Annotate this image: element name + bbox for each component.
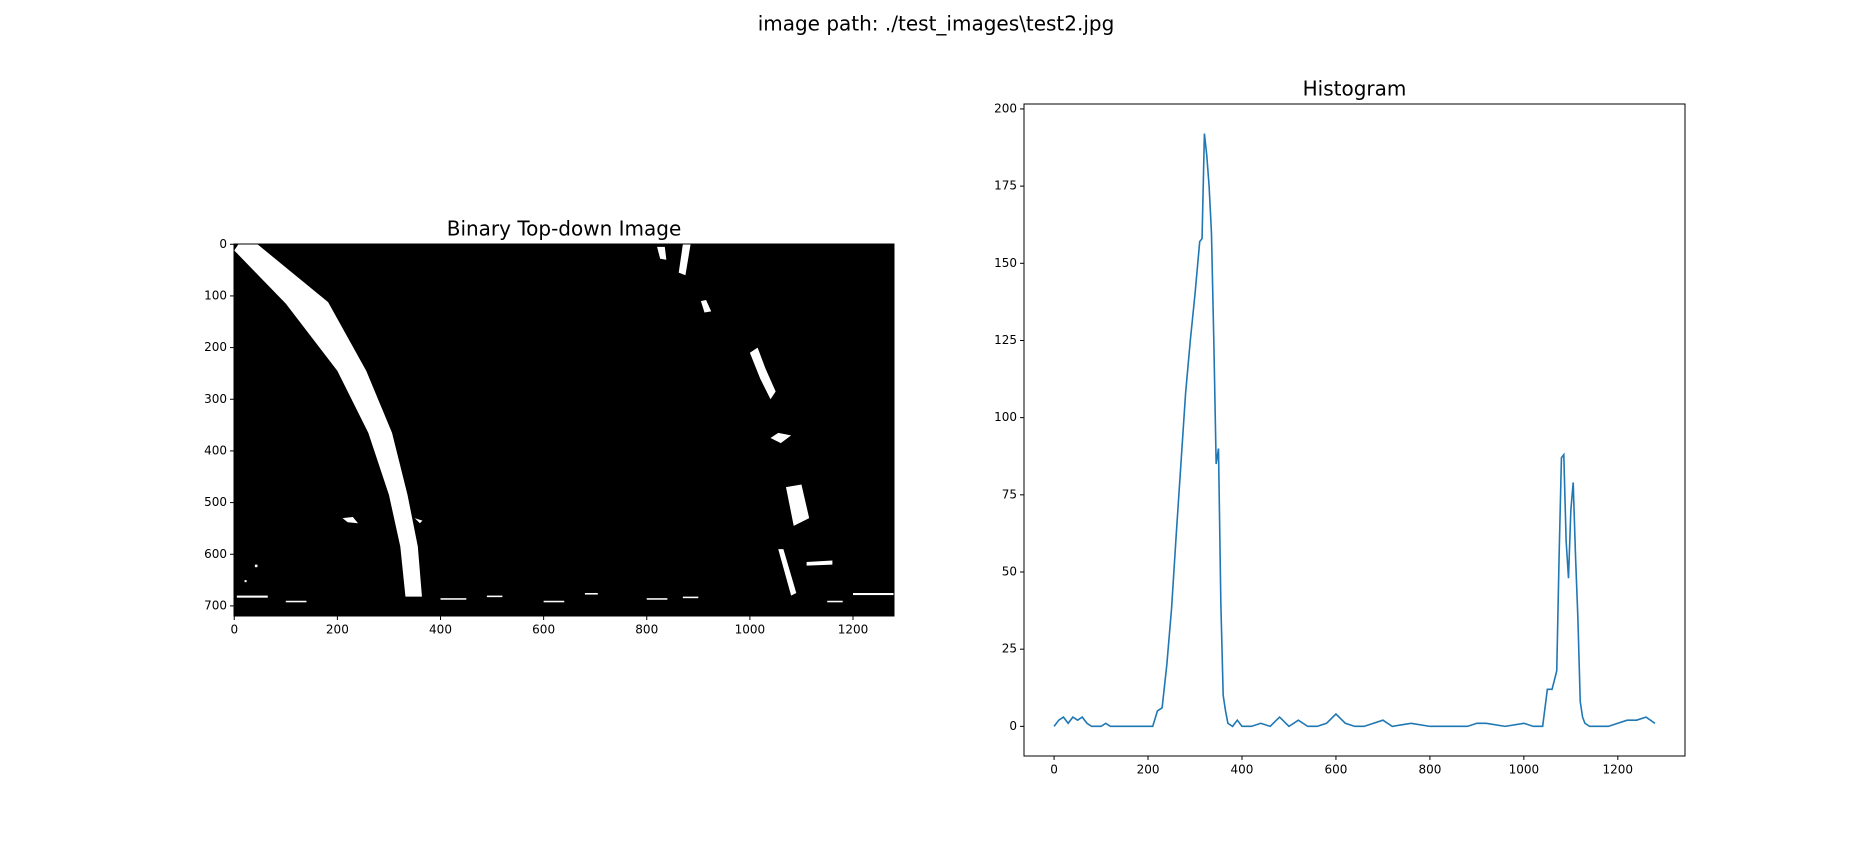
y-tick-label: 700 xyxy=(204,598,227,612)
x-tick-label: 400 xyxy=(1231,763,1254,777)
y-tick-label: 400 xyxy=(204,443,227,457)
y-tick-label: 125 xyxy=(994,333,1017,347)
y-tick-label: 50 xyxy=(1002,565,1017,579)
x-tick-label: 0 xyxy=(230,623,238,637)
x-tick-label: 0 xyxy=(1050,763,1058,777)
y-tick-label: 100 xyxy=(994,410,1017,424)
axes-title: Binary Top-down Image xyxy=(447,217,682,241)
x-tick-label: 600 xyxy=(532,623,555,637)
y-tick-label: 0 xyxy=(1009,719,1017,733)
histogram-line xyxy=(1053,133,1656,728)
y-tick-label: 200 xyxy=(204,340,227,354)
y-tick-label: 75 xyxy=(1002,487,1017,501)
x-tick-label: 1200 xyxy=(1603,763,1634,777)
figure-title: image path: ./test_images\test2.jpg xyxy=(758,12,1115,36)
x-tick-label: 1000 xyxy=(1509,763,1540,777)
x-tick-label: 800 xyxy=(1418,763,1441,777)
x-tick-label: 400 xyxy=(429,623,452,637)
x-tick-label: 1000 xyxy=(735,623,766,637)
x-tick-label: 600 xyxy=(1324,763,1347,777)
x-tick-label: 200 xyxy=(1137,763,1160,777)
x-tick-label: 200 xyxy=(326,623,349,637)
y-tick-label: 100 xyxy=(204,288,227,302)
y-tick-label: 0 xyxy=(219,237,227,251)
x-tick-label: 1200 xyxy=(838,623,869,637)
axes-frame xyxy=(1023,103,1686,757)
y-tick-label: 300 xyxy=(204,392,227,406)
y-tick-label: 150 xyxy=(994,256,1017,270)
axes-title: Histogram xyxy=(1303,77,1407,101)
y-tick-label: 175 xyxy=(994,179,1017,193)
binary-image xyxy=(234,244,894,616)
axes-frame xyxy=(233,243,895,617)
y-tick-label: 600 xyxy=(204,547,227,561)
y-tick-label: 25 xyxy=(1002,642,1017,656)
y-tick-label: 500 xyxy=(204,495,227,509)
y-tick-label: 200 xyxy=(994,101,1017,115)
x-tick-label: 800 xyxy=(635,623,658,637)
